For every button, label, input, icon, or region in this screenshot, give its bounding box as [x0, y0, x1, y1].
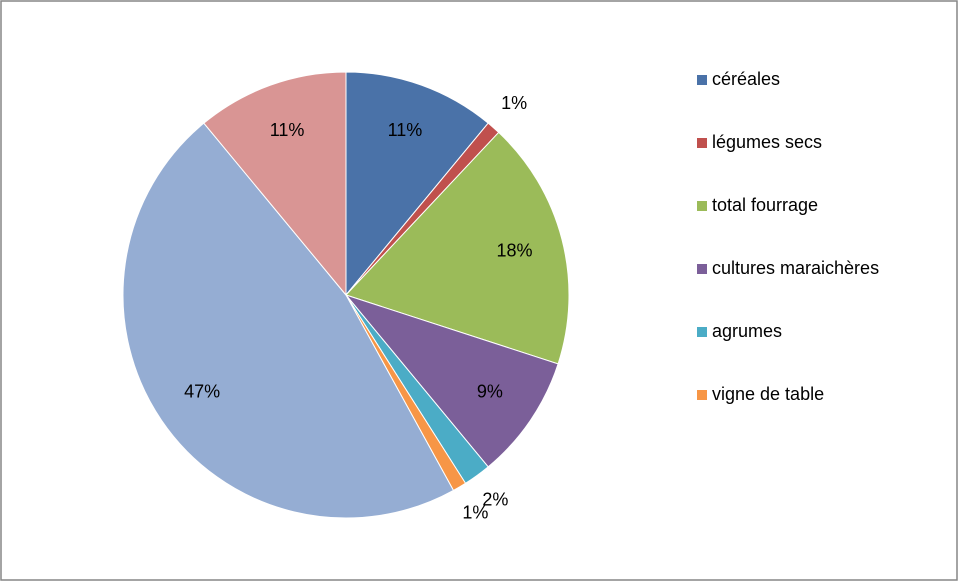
legend-label: cultures maraichères	[712, 258, 879, 278]
data-label: 18%	[496, 240, 532, 260]
legend-swatch	[697, 390, 707, 400]
data-label: 1%	[462, 503, 488, 523]
pie-slice	[345, 131, 570, 365]
legend-label: légumes secs	[712, 132, 822, 152]
data-label: 11%	[388, 120, 423, 140]
data-label: 11%	[270, 120, 305, 140]
pie-slice	[122, 122, 455, 519]
legend-label: céréales	[712, 69, 780, 89]
pie-slice	[345, 71, 489, 297]
data-label: 47%	[184, 382, 220, 402]
legend-swatch	[697, 75, 707, 85]
pie-slice	[344, 293, 559, 468]
data-label: 9%	[477, 382, 503, 402]
legend-label: total fourrage	[712, 195, 818, 215]
data-label: 1%	[501, 93, 527, 113]
pie-slice	[203, 71, 347, 297]
legend-label: vigne de table	[712, 384, 824, 404]
legend-swatch	[697, 327, 707, 337]
data-label: 2%	[482, 489, 508, 509]
legend-swatch	[697, 201, 707, 211]
legend-label: agrumes	[712, 321, 782, 341]
legend-swatch	[697, 138, 707, 148]
legend-swatch	[697, 264, 707, 274]
